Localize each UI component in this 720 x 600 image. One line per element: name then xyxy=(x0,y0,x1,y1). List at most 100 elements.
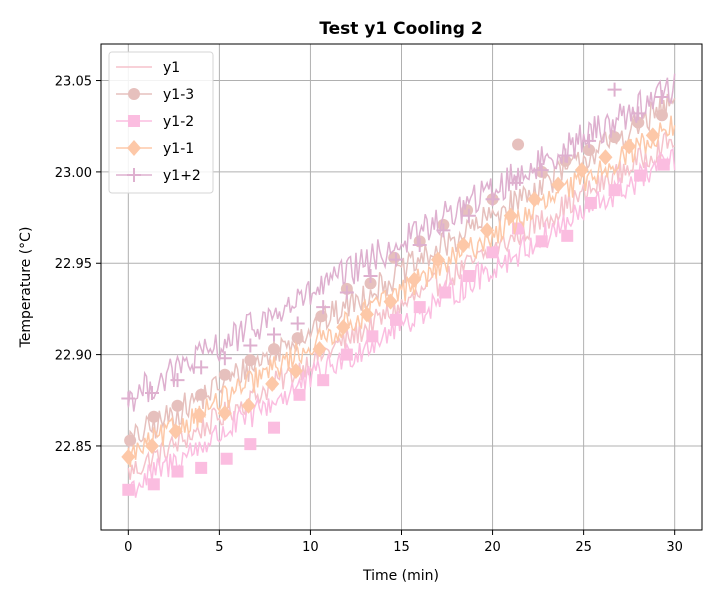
data-point-y1+2 xyxy=(558,148,573,163)
legend-entry-y1-3: y1-3 xyxy=(116,87,194,103)
legend-box xyxy=(108,51,214,194)
y-axis-label: Temperature (°C) xyxy=(18,227,34,349)
chart-title: Test y1 Cooling 2 xyxy=(319,19,482,39)
data-point-y1-3 xyxy=(583,143,596,156)
data-point-y1-2 xyxy=(657,158,670,171)
data-point-y1+2 xyxy=(243,338,258,353)
legend: y1 y1-3 y1-2 y1-1 y1+2 xyxy=(108,51,214,194)
data-point-y1-2 xyxy=(220,452,233,465)
data-point-y1-2 xyxy=(413,301,426,314)
legend-label: y1-3 xyxy=(163,87,194,103)
data-point-y1-2 xyxy=(293,388,306,401)
data-point-y1-2 xyxy=(122,483,135,496)
data-point-y1+2 xyxy=(412,237,427,252)
legend-swatch-marker xyxy=(127,168,141,182)
data-point-y1-2 xyxy=(608,184,621,197)
data-point-y1-2 xyxy=(268,421,281,434)
data-point-y1-2 xyxy=(366,330,379,343)
data-point-y1-1 xyxy=(144,437,159,454)
data-point-y1-3 xyxy=(218,368,231,381)
y-tick-label: 23.05 xyxy=(55,75,92,90)
data-point-y1-2 xyxy=(439,286,452,299)
y-tick-label: 22.95 xyxy=(55,257,92,272)
data-point-y1-2 xyxy=(244,438,257,451)
legend-label: y1-2 xyxy=(163,114,194,130)
data-point-y1+2 xyxy=(144,385,159,400)
data-point-y1-2 xyxy=(317,374,330,387)
data-point-y1-3 xyxy=(171,399,184,412)
legend-entry-y1-1: y1-1 xyxy=(116,140,194,157)
legend-entry-y1+2: y1+2 xyxy=(116,168,201,184)
data-point-y1-3 xyxy=(655,109,668,122)
x-tick-label: 0 xyxy=(124,540,132,555)
x-axis-label: Time (min) xyxy=(362,568,439,584)
axis-ticks: 0 5 10 15 20 25 30 22.85 22.90 22.95 23.00 23.05 xyxy=(55,75,683,555)
data-point-y1-3 xyxy=(291,332,304,345)
data-point-y1-1 xyxy=(217,405,232,422)
data-point-y1-1 xyxy=(551,176,566,193)
data-point-y1+2 xyxy=(121,391,136,406)
series-layer xyxy=(121,73,676,498)
data-point-y1-2 xyxy=(535,235,548,248)
data-point-y1+2 xyxy=(363,269,378,284)
data-point-y1+2 xyxy=(217,351,232,366)
data-point-y1-1 xyxy=(407,271,422,288)
data-point-y1+2 xyxy=(389,252,404,267)
data-point-y1-1 xyxy=(574,162,589,179)
data-point-y1+2 xyxy=(607,82,622,97)
data-point-y1-2 xyxy=(634,169,647,182)
series-line-y1-3 xyxy=(127,93,676,455)
data-point-y1+2 xyxy=(534,163,549,178)
data-point-y1-1 xyxy=(336,319,351,336)
legend-label: y1-1 xyxy=(163,141,194,157)
data-point-y1-2 xyxy=(171,465,184,478)
data-point-y1-1 xyxy=(598,149,613,166)
x-tick-label: 10 xyxy=(302,540,319,555)
data-point-y1-3 xyxy=(195,388,208,401)
series-y1-2 xyxy=(122,147,676,498)
data-point-y1-3 xyxy=(268,343,281,356)
data-point-y1-3 xyxy=(124,434,137,447)
legend-swatch-marker xyxy=(127,140,141,156)
data-point-y1+2 xyxy=(316,300,331,315)
x-tick-label: 20 xyxy=(484,540,501,555)
data-point-y1-3 xyxy=(147,410,160,423)
data-point-y1-1 xyxy=(430,251,445,268)
data-point-y1+2 xyxy=(582,133,597,148)
legend-label: y1+2 xyxy=(163,168,201,184)
series-line-y1 xyxy=(127,130,676,480)
x-tick-label: 30 xyxy=(666,540,683,555)
data-point-y1-1 xyxy=(359,306,374,323)
x-tick-label: 25 xyxy=(575,540,592,555)
data-point-y1-3 xyxy=(512,138,525,151)
data-point-y1-1 xyxy=(480,222,495,239)
data-point-y1-1 xyxy=(503,207,518,224)
data-point-y1-2 xyxy=(340,348,353,361)
series-y1+2 xyxy=(121,73,676,412)
y-tick-label: 22.90 xyxy=(55,349,92,364)
data-point-y1+2 xyxy=(509,175,524,190)
legend-swatch-marker xyxy=(128,88,140,100)
data-point-y1-1 xyxy=(527,191,542,208)
data-point-y1+2 xyxy=(194,360,209,375)
data-point-y1+2 xyxy=(339,285,354,300)
data-point-y1-2 xyxy=(195,461,208,474)
data-point-y1+2 xyxy=(654,89,669,104)
data-point-y1-2 xyxy=(390,313,403,326)
series-y1-1 xyxy=(121,115,676,468)
data-point-y1-2 xyxy=(486,246,499,259)
data-point-y1-1 xyxy=(622,138,637,155)
data-point-y1-1 xyxy=(121,448,136,465)
data-point-y1-3 xyxy=(244,354,257,367)
series-y1 xyxy=(127,130,676,480)
data-point-y1-1 xyxy=(383,293,398,310)
legend-swatch-marker xyxy=(128,115,140,127)
x-tick-label: 5 xyxy=(215,540,223,555)
data-point-y1-1 xyxy=(241,397,256,414)
data-point-y1+2 xyxy=(461,208,476,223)
data-point-y1+2 xyxy=(267,327,282,342)
series-line-y1+2 xyxy=(127,73,676,412)
data-point-y1-2 xyxy=(561,229,574,242)
legend-entry-y1-2: y1-2 xyxy=(116,114,194,130)
